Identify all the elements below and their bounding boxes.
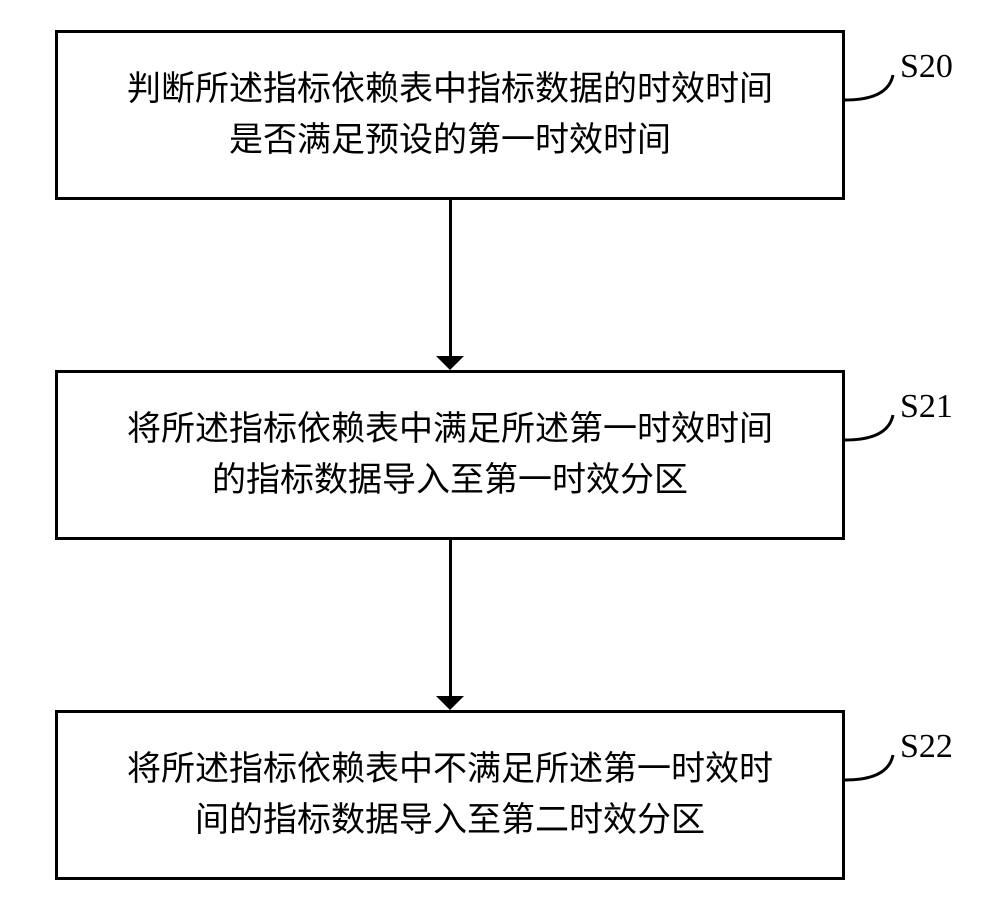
label-curve-layer bbox=[0, 0, 1000, 920]
label-curve-2 bbox=[845, 755, 893, 780]
label-curve-1 bbox=[845, 415, 893, 440]
label-curve-0 bbox=[845, 75, 893, 100]
flowchart-canvas: 判断所述指标依赖表中指标数据的时效时间是否满足预设的第一时效时间S20将所述指标… bbox=[0, 0, 1000, 920]
